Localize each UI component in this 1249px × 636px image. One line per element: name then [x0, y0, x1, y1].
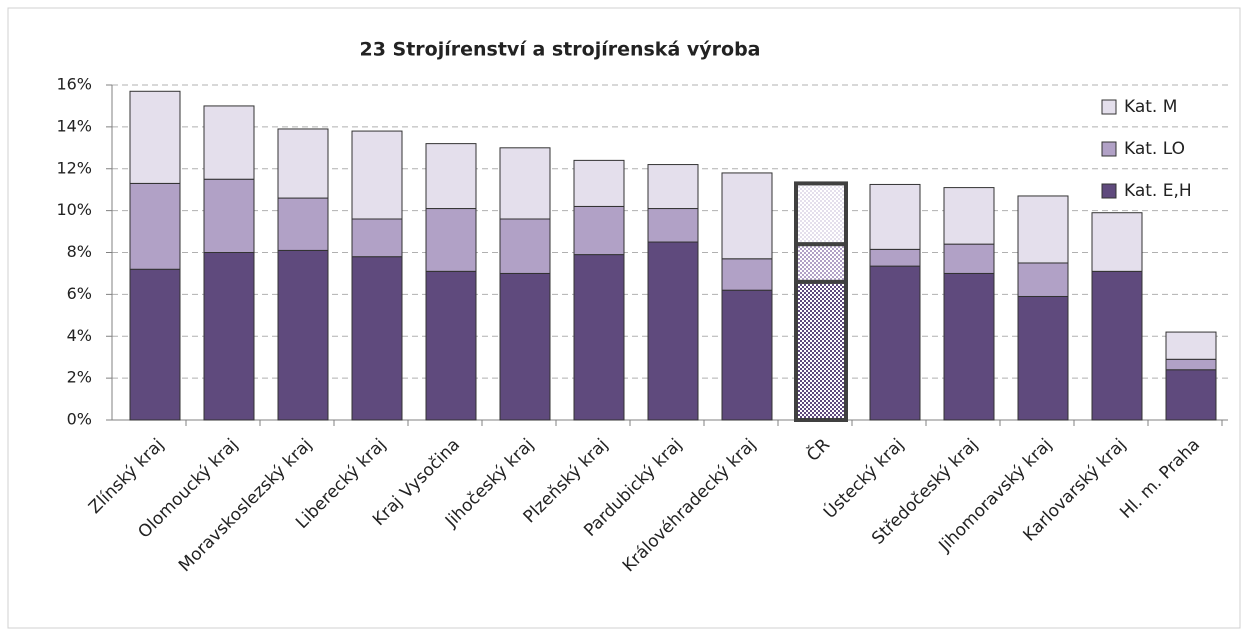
bar-segment [425, 143, 477, 210]
bar-segment [425, 208, 477, 272]
legend-swatch [1101, 141, 1117, 157]
bar-segment [1091, 270, 1143, 421]
bar-segment [721, 172, 773, 260]
bar-segment [573, 159, 625, 207]
bar-segment [1165, 331, 1217, 360]
bar-segment [721, 289, 773, 421]
legend-label: Kat. M [1124, 97, 1177, 117]
bar-segment [1091, 212, 1143, 272]
bar-segment [351, 130, 403, 220]
bar-segment [425, 270, 477, 421]
bar-segment [129, 182, 181, 270]
bar-segment [869, 265, 921, 421]
bar-segment [499, 272, 551, 421]
y-tick-label: 2% [67, 368, 92, 387]
bar-segment [1017, 262, 1069, 297]
bar-segment [203, 178, 255, 253]
bar-segment [351, 218, 403, 258]
bar-segment [869, 248, 921, 267]
bar-segment [647, 164, 699, 210]
y-tick-label: 8% [67, 242, 92, 261]
bar-segment [277, 197, 329, 251]
bar-segment [943, 187, 995, 245]
bar-segment [1017, 295, 1069, 421]
y-tick-label: 10% [56, 200, 92, 219]
bar-segment [277, 249, 329, 421]
bar-segment [573, 205, 625, 256]
legend-label: Kat. E,H [1124, 181, 1192, 201]
bar-segment [794, 242, 848, 284]
y-tick-label: 0% [67, 410, 92, 429]
bar-segment [351, 256, 403, 421]
bar-segment [129, 268, 181, 421]
bar-segment [203, 252, 255, 421]
legend-swatch [1101, 183, 1117, 199]
y-tick-label: 4% [67, 326, 92, 345]
bar-segment [499, 147, 551, 220]
bar-segment [1165, 369, 1217, 421]
bar-segment [869, 183, 921, 250]
bar-segment [277, 128, 329, 199]
bar-segment [499, 218, 551, 274]
bar-segment [721, 258, 773, 291]
bar-segment [794, 181, 848, 247]
legend-label: Kat. LO [1124, 139, 1185, 159]
bar-segment [129, 90, 181, 184]
y-tick-label: 14% [56, 116, 92, 135]
bar-segment [647, 208, 699, 243]
bar-segment [943, 272, 995, 421]
bar-segment [203, 105, 255, 180]
y-tick-label: 6% [67, 284, 92, 303]
chart-title: 23 Strojírenství a strojírenská výroba [359, 39, 760, 61]
bar-segment [1165, 358, 1217, 371]
bar-segment [573, 254, 625, 421]
y-tick-label: 12% [56, 158, 92, 177]
bar-segment [943, 243, 995, 274]
legend-swatch [1101, 99, 1117, 115]
bar-segment [1017, 195, 1069, 264]
bar-segment [794, 279, 848, 422]
bar-segment [647, 241, 699, 421]
y-tick-label: 16% [56, 75, 92, 94]
